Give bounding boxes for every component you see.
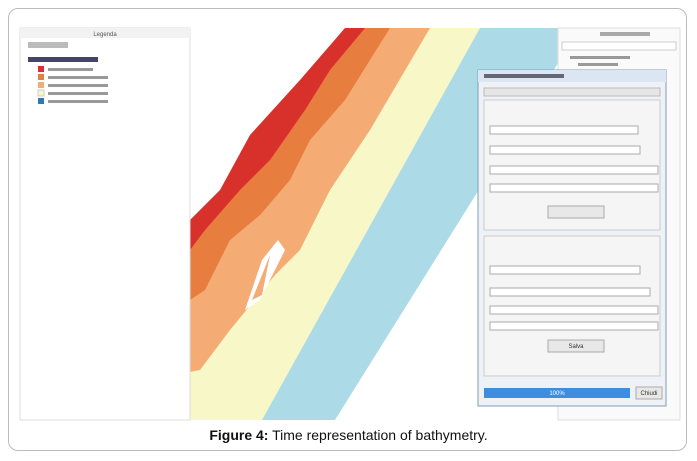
caption: Figure 4: Time representation of bathyme… <box>0 427 697 443</box>
dialog: Salva 100% Chiudi <box>477 69 667 407</box>
progress-label: 100% <box>549 391 565 397</box>
caption-label: Figure 4: <box>209 427 269 443</box>
close-label[interactable]: Chiudi <box>640 391 657 397</box>
save-button[interactable] <box>547 339 605 353</box>
legend-panel: Legenda <box>19 27 191 421</box>
legend-title: Legenda <box>93 32 117 38</box>
close-button[interactable] <box>635 386 663 400</box>
caption-text: Time representation of bathymetry. <box>272 427 488 443</box>
figure-frame <box>8 8 687 451</box>
progress-bar <box>484 388 630 398</box>
save-label[interactable]: Salva <box>568 344 584 350</box>
